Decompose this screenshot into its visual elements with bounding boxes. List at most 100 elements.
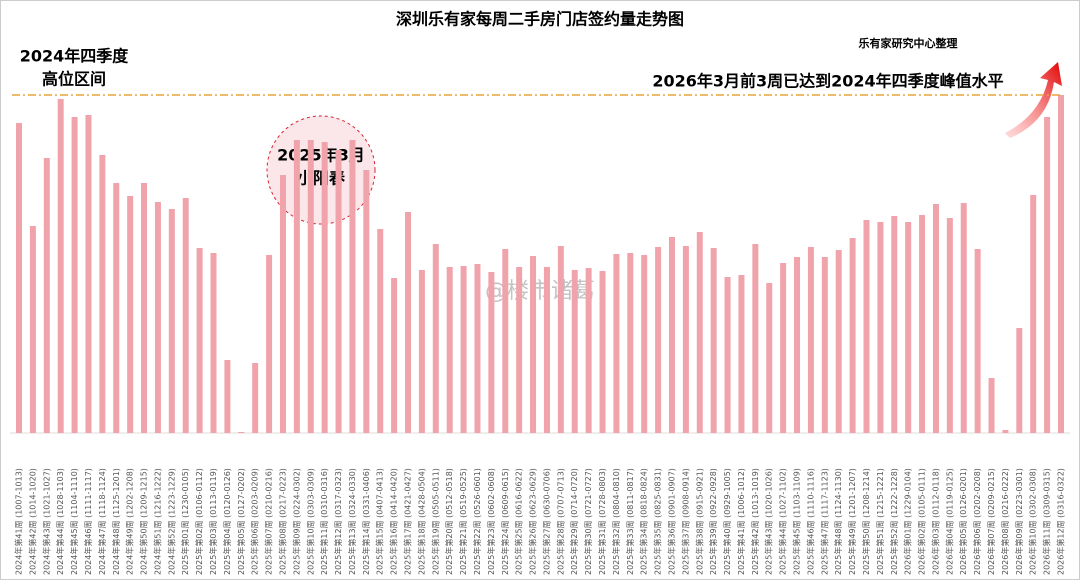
x-tick-label: 2025年第37周 (0908-0914) xyxy=(680,468,690,575)
bar xyxy=(877,222,884,433)
x-tick-label: 2025年第12周 (0317-0323) xyxy=(333,468,343,575)
x-tick-label: 2025年第44周 (1027-1102) xyxy=(778,468,788,575)
x-tick-label: 2025年第29周 (0714-0720) xyxy=(569,468,579,575)
x-tick-label: 2025年第26周 (0623-0629) xyxy=(528,468,538,575)
bar xyxy=(377,229,384,433)
bar xyxy=(627,253,634,433)
bar xyxy=(668,237,675,433)
bar xyxy=(849,238,856,433)
x-tick-label: 2025年第08周 (0217-0223) xyxy=(277,468,287,575)
bar xyxy=(252,363,259,433)
bar xyxy=(321,142,328,433)
bar xyxy=(1002,430,1009,433)
bar xyxy=(502,249,509,433)
bar xyxy=(752,244,759,433)
x-tick-label: 2025年第35周 (0825-0831) xyxy=(653,468,663,575)
x-tick-label: 2025年第48周 (1124-1130) xyxy=(833,468,843,575)
arrow xyxy=(1005,62,1062,138)
x-tick-label: 2025年第40周 (0929-1005) xyxy=(722,468,732,575)
bar xyxy=(99,155,106,433)
x-tick-label: 2025年第13周 (0324-0330) xyxy=(347,468,357,575)
x-tick-label: 2026年第10周 (0302-0308) xyxy=(1028,468,1038,575)
bar xyxy=(557,246,564,433)
x-tick-label: 2025年第22周 (0526-0601) xyxy=(472,468,482,575)
annotation: 2026年3月前3周已达到2024年四季度峰值水平 xyxy=(652,72,1003,91)
x-tick-label: 2026年第12周 (0316-0322) xyxy=(1056,468,1066,575)
x-tick-label: 2025年第11周 (0310-0316) xyxy=(319,468,329,575)
bar xyxy=(1030,195,1037,433)
x-tick-label: 2025年第07周 (0210-0216) xyxy=(264,468,274,575)
bar xyxy=(738,275,745,433)
bar xyxy=(293,140,300,433)
bar xyxy=(210,253,217,433)
bar xyxy=(682,246,689,433)
bar xyxy=(835,250,842,433)
bar xyxy=(905,222,912,433)
x-tick-label: 2026年第07周 (0209-0215) xyxy=(986,468,996,575)
bar xyxy=(29,226,36,433)
x-tick-label: 2025年第21周 (0519-0525) xyxy=(458,468,468,575)
x-tick-label: 2025年第38周 (0915-0921) xyxy=(694,468,704,575)
bar xyxy=(530,256,537,433)
bar xyxy=(1044,117,1051,433)
bar xyxy=(57,99,64,433)
bar xyxy=(863,220,870,433)
x-tick-label: 2025年第51周 (1215-1221) xyxy=(875,468,885,575)
bar xyxy=(780,263,787,433)
bar xyxy=(974,249,981,433)
x-tick-label: 2025年第10周 (0303-0309) xyxy=(305,468,315,575)
annotation: 高位区间 xyxy=(42,70,106,89)
bar xyxy=(85,115,92,433)
annotation: 2024年四季度 xyxy=(20,47,130,66)
x-tick-label: 2025年第46周 (1110-1116) xyxy=(805,468,815,575)
x-tick-label: 2026年第09周 (0223-0301) xyxy=(1014,468,1024,575)
x-tick-label: 2025年第24周 (0609-0615) xyxy=(500,468,510,575)
x-tick-label: 2024年第48周 (1125-1201) xyxy=(111,468,121,575)
bar xyxy=(196,248,203,433)
bar xyxy=(655,247,662,433)
x-tick-label: 2024年第46周 (1111-1117) xyxy=(83,468,93,575)
bar xyxy=(807,247,814,433)
x-tick-label: 2025年第49周 (1201-1207) xyxy=(847,468,857,575)
chart-title: 深圳乐有家每周二手房门店签约量走势图 xyxy=(396,10,684,29)
bar xyxy=(946,218,953,433)
x-tick-label: 2026年第04周 (0119-0125) xyxy=(944,468,954,575)
bar xyxy=(543,267,550,433)
bar xyxy=(71,117,78,433)
x-tick-label: 2025年第50周 (1208-1214) xyxy=(861,468,871,575)
x-tick-label: 2025年第47周 (1117-1123) xyxy=(819,468,829,575)
x-tick-label: 2026年第05周 (0126-0201) xyxy=(958,468,968,575)
source: 乐有家研究中心整理 xyxy=(859,36,958,50)
bar xyxy=(932,204,939,433)
x-tick-label: 2025年第31周 (0728-0803) xyxy=(597,468,607,575)
bar xyxy=(571,270,578,433)
bar xyxy=(460,266,467,433)
bar xyxy=(141,183,148,433)
x-tick-label: 2024年第50周 (1209-1215) xyxy=(139,468,149,575)
x-tick-label: 2025年第34周 (0818-0824) xyxy=(639,468,649,575)
bar xyxy=(794,257,801,433)
bar xyxy=(307,140,314,433)
bar xyxy=(266,255,273,433)
bar xyxy=(113,183,120,433)
bar xyxy=(43,158,50,433)
x-tick-label: 2025年第45周 (1103-1109) xyxy=(792,468,802,575)
x-tick-label: 2025年第17周 (0421-0427) xyxy=(403,468,413,575)
x-tick-label: 2026年第11周 (0309-0315) xyxy=(1042,468,1052,575)
bar xyxy=(1058,95,1064,433)
x-tick-label: 2024年第44周 (1028-1103) xyxy=(55,468,65,575)
bar xyxy=(363,170,370,433)
x-tick-label: 2024年第49周 (1202-1208) xyxy=(125,468,135,575)
bar xyxy=(349,140,356,433)
bar xyxy=(766,283,773,433)
x-tick-label: 2025年第03周 (0113-0119) xyxy=(208,468,218,575)
bar xyxy=(418,270,425,433)
x-tick-label: 2024年第47周 (1118-1124) xyxy=(97,468,107,575)
x-tick-label: 2024年第51周 (1216-1222) xyxy=(152,468,162,575)
bar xyxy=(405,212,412,433)
bar xyxy=(821,257,828,433)
x-tick-label: 2025年第09周 (0224-0302) xyxy=(291,468,301,575)
bar xyxy=(127,196,134,433)
bar xyxy=(919,215,926,433)
